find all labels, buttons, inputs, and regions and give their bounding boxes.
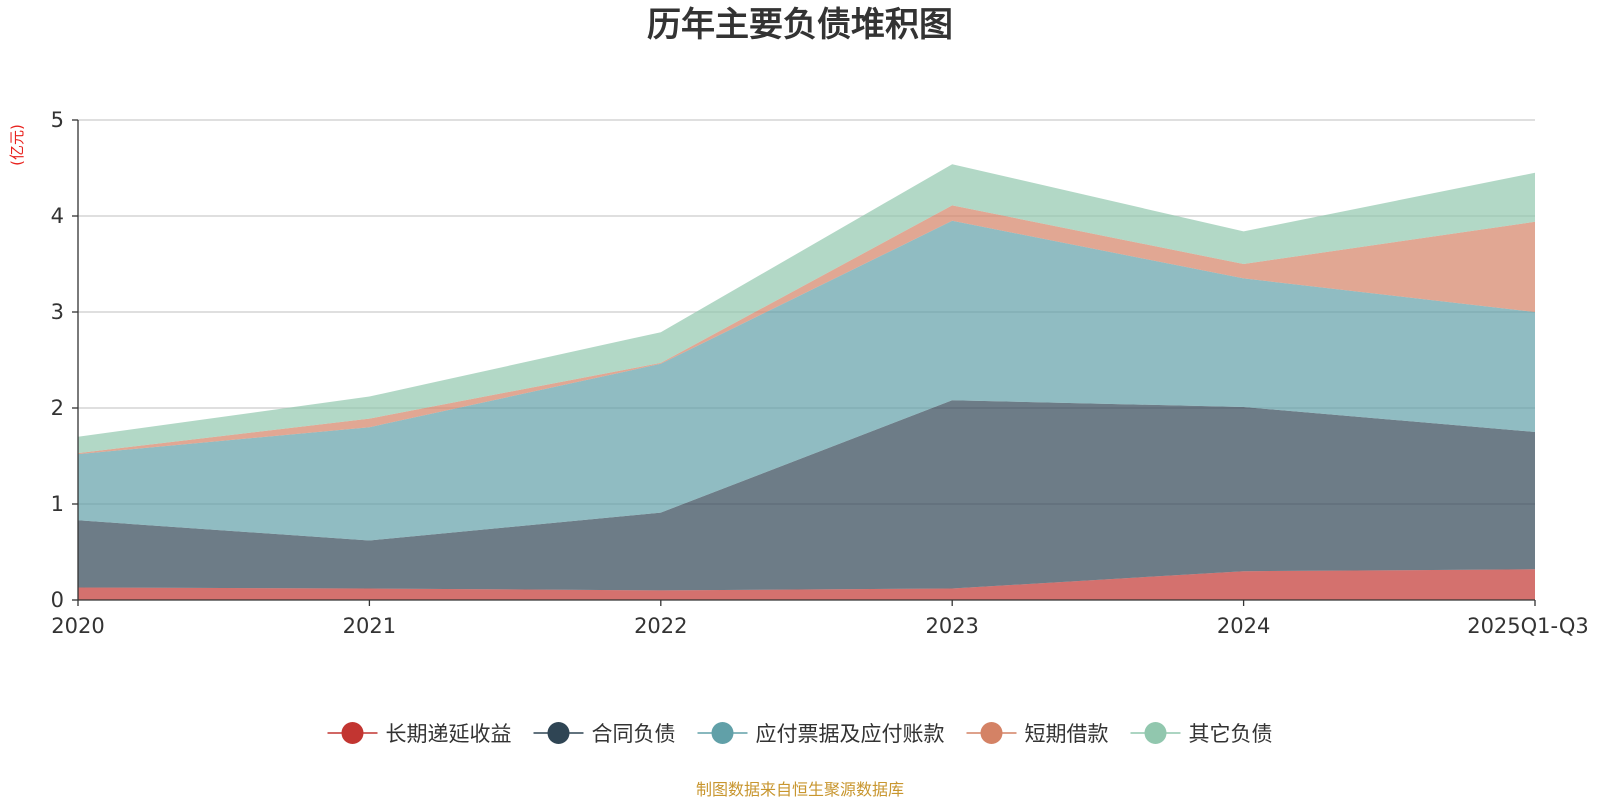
x-tick-label: 2023 bbox=[925, 614, 978, 638]
data-point-4-2 bbox=[659, 330, 663, 334]
legend-circle-marker bbox=[547, 722, 570, 744]
legend-circle-marker bbox=[711, 722, 734, 744]
y-axis-unit: (亿元) bbox=[8, 124, 26, 166]
source-note: 制图数据来自恒生聚源数据库 bbox=[696, 780, 904, 799]
data-point-4-3 bbox=[950, 162, 954, 166]
area-series-4 bbox=[78, 164, 1535, 454]
y-tick-label: 5 bbox=[51, 108, 64, 132]
x-tick-label: 2022 bbox=[634, 614, 687, 638]
legend-label: 其它负债 bbox=[1189, 722, 1273, 746]
y-tick-label: 0 bbox=[51, 588, 64, 612]
legend-label: 长期递延收益 bbox=[386, 722, 512, 746]
y-tick-label: 4 bbox=[51, 204, 64, 228]
y-tick-label: 2 bbox=[51, 396, 64, 420]
legend-item-4[interactable]: 其它负债 bbox=[1130, 722, 1273, 746]
area-series bbox=[78, 162, 1537, 600]
legend-item-3[interactable]: 短期借款 bbox=[966, 722, 1109, 746]
legend-item-0[interactable]: 长期递延收益 bbox=[327, 722, 512, 746]
y-tick-label: 3 bbox=[51, 300, 64, 324]
data-point-4-1 bbox=[367, 394, 371, 398]
y-tick-label: 1 bbox=[51, 492, 64, 516]
legend[interactable]: 长期递延收益 合同负债 应付票据及应付账款 短期借款 其它负债 bbox=[327, 722, 1273, 746]
data-point-4-4 bbox=[1242, 229, 1246, 233]
legend-label: 短期借款 bbox=[1025, 722, 1109, 746]
legend-circle-marker bbox=[1144, 722, 1167, 744]
legend-label: 应付票据及应付账款 bbox=[756, 722, 945, 746]
legend-label: 合同负债 bbox=[592, 722, 676, 746]
x-tick-label: 2020 bbox=[51, 614, 104, 638]
axes: 0 1 2 3 4 5 2020 2021 2022 2023 2024 2025Q1-Q3 bbox=[51, 108, 1589, 638]
legend-item-1[interactable]: 合同负债 bbox=[533, 722, 676, 746]
area-series-2 bbox=[78, 220, 1535, 541]
chart-title: 历年主要负债堆积图 bbox=[647, 5, 953, 45]
x-tick-label: 2025Q1-Q3 bbox=[1467, 614, 1589, 638]
area-series-0 bbox=[78, 569, 1535, 600]
legend-item-2[interactable]: 应付票据及应付账款 bbox=[697, 722, 945, 746]
area-series-1 bbox=[78, 400, 1535, 591]
legend-circle-marker bbox=[341, 722, 364, 744]
x-tick-label: 2024 bbox=[1217, 614, 1270, 638]
legend-circle-marker bbox=[980, 722, 1003, 744]
x-tick-label: 2021 bbox=[343, 614, 396, 638]
data-point-4-5 bbox=[1533, 171, 1537, 175]
